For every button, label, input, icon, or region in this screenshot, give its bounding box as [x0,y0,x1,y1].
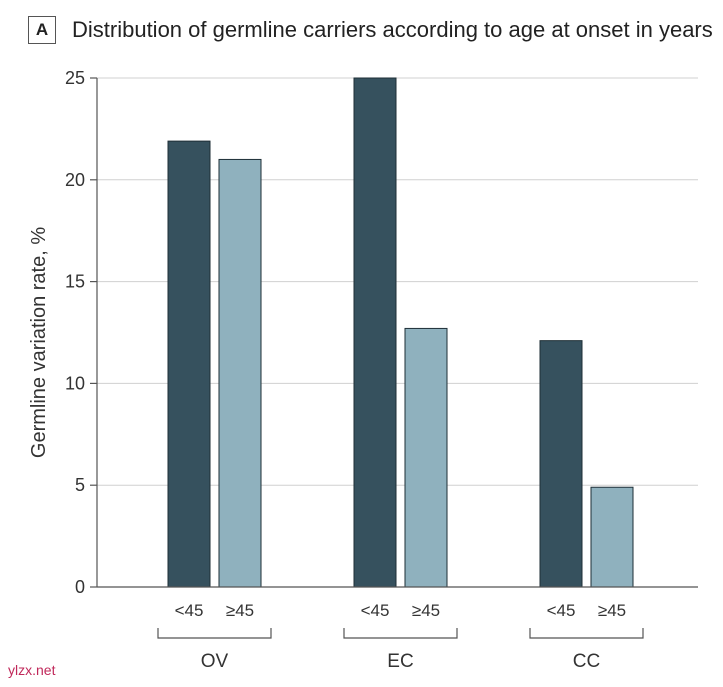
y-tick-label: 20 [65,170,85,190]
bar-ov-under45 [167,140,211,588]
bar-ec-under45 [353,77,397,588]
y-tick-label: 5 [75,475,85,495]
category-bracket [157,628,272,639]
bar-ec-over45 [404,327,448,588]
x-sub-label: ≥45 [226,601,254,620]
panel-letter: A [28,16,56,44]
x-category-label: CC [573,651,600,672]
watermark: ylzx.net [8,662,56,678]
x-sub-label: ≥45 [598,601,626,620]
y-tick-label: 25 [65,68,85,88]
x-category-label: OV [201,651,229,672]
y-tick-label: 0 [75,577,85,597]
bar-ov-over45 [218,158,262,588]
y-ticks: 0 5 10 15 20 25 [65,68,97,597]
category-bracket [343,628,458,639]
y-axis-label: Germline variation rate, % [28,227,50,458]
y-tick-label: 10 [65,373,85,393]
x-sub-label: <45 [361,601,390,620]
chart-title: Distribution of germline carriers accord… [72,17,713,42]
x-sub-label: <45 [175,601,204,620]
x-sub-label: ≥45 [412,601,440,620]
bar-cc-over45 [590,486,634,588]
x-sub-label: <45 [547,601,576,620]
bar-cc-under45 [539,340,583,588]
category-bracket [529,628,644,639]
y-tick-label: 15 [65,272,85,292]
x-category-label: EC [387,651,413,672]
bars [167,77,634,588]
x-category-labels: <45 ≥45 OV <45 ≥45 EC <45 ≥45 CC [157,601,644,672]
